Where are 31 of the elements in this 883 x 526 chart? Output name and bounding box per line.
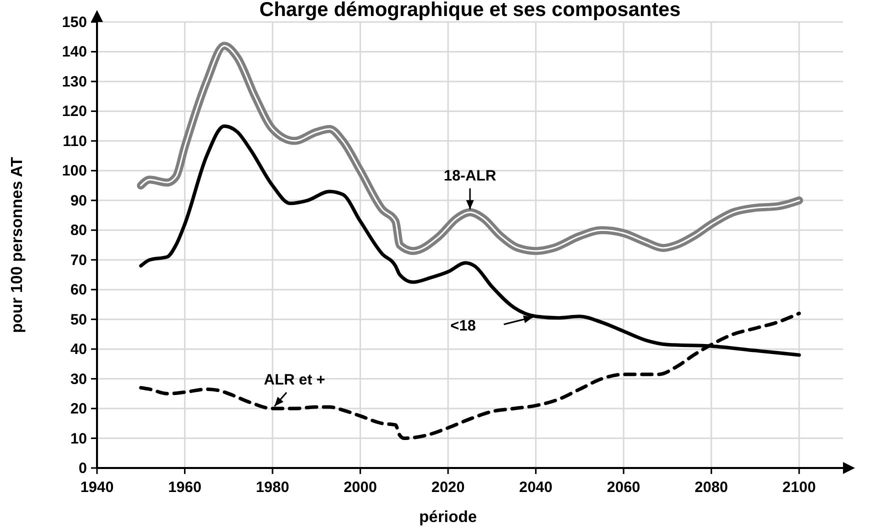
y-tick-label: 0	[78, 460, 87, 477]
y-tick-label: 50	[70, 311, 87, 328]
x-tick-label: 1940	[80, 479, 114, 496]
text: 18-ALR	[444, 167, 496, 184]
y-tick-label: 70	[70, 252, 87, 269]
x-tick-label: 2060	[606, 479, 640, 496]
x-tick-label: 1980	[256, 479, 290, 496]
y-tick-label: 30	[70, 370, 87, 388]
y-tick-label: 120	[62, 103, 87, 120]
y-tick-label: 10	[70, 430, 87, 448]
x-tick-label: 1960	[168, 479, 202, 496]
x-tick-label: 2020	[431, 479, 465, 496]
x-tick-label: 2100	[782, 479, 816, 496]
y-tick-label: 80	[70, 222, 87, 240]
y-tick-label: 130	[62, 73, 87, 90]
chart-title: Charge démographique et ses composantes	[259, 0, 681, 21]
y-tick-label: 90	[70, 192, 87, 210]
x-axis-title: période	[419, 509, 478, 526]
y-axis-title: pour 100 personnes AT	[9, 156, 26, 334]
y-tick-label: 60	[70, 282, 87, 299]
y-tick-label: 100	[62, 162, 87, 180]
x-tick-label: 2000	[344, 479, 377, 496]
x-tick-label: 2040	[519, 479, 553, 496]
x-tick-label: 2080	[694, 479, 728, 496]
y-tick-label: 20	[70, 400, 87, 418]
y-tick-label: 140	[62, 44, 87, 61]
y-tick-label: 40	[70, 341, 87, 358]
legend-label: <18	[450, 317, 476, 334]
y-tick-label: 150	[62, 14, 87, 31]
series-label: ALR et +	[264, 372, 326, 389]
y-tick-label: 110	[62, 132, 87, 150]
